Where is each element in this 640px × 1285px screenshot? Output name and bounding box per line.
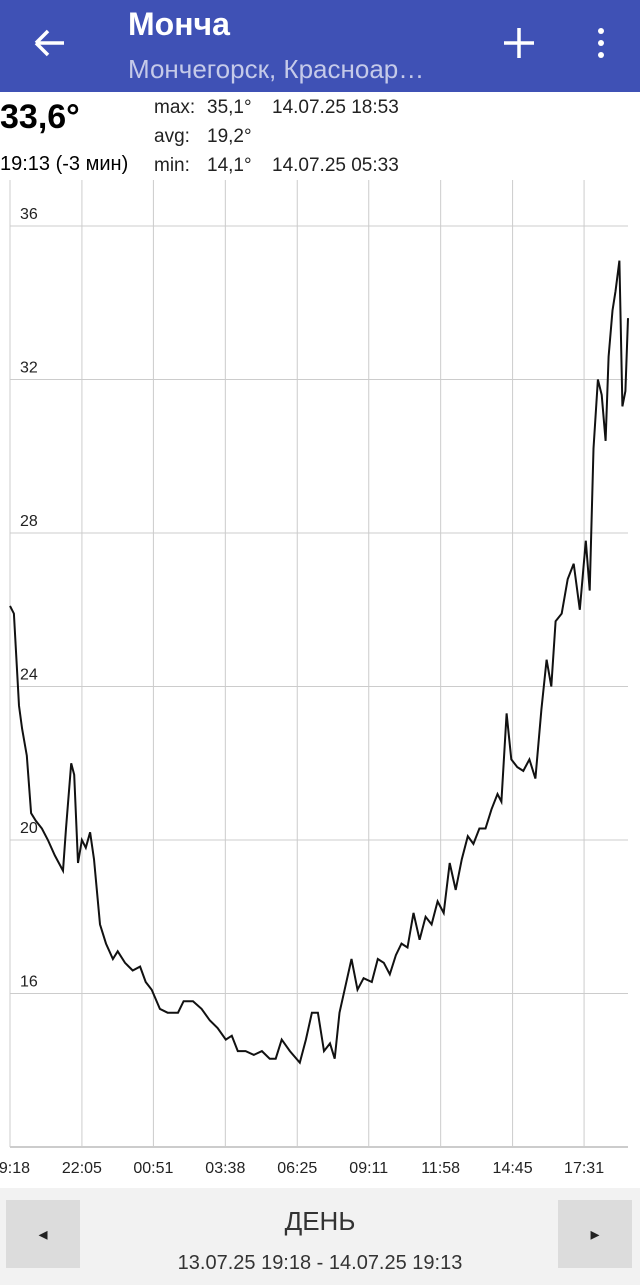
temp-line: [9, 260, 629, 1065]
stat-value: 35,1°: [207, 97, 252, 118]
stat-date: 14.07.25 18:53: [272, 97, 399, 118]
title: Монча: [128, 6, 230, 42]
stat-value: 19,2°: [207, 126, 252, 147]
stat-label: max:: [154, 97, 196, 118]
subtitle: Мончегорск, Красноар…: [128, 54, 425, 84]
y-tick-label: 24: [20, 667, 38, 684]
stat-label: min:: [154, 155, 190, 176]
y-tick-label: 28: [20, 513, 38, 530]
y-tick-label: 16: [20, 974, 38, 991]
next-button[interactable]: ▸: [558, 1200, 632, 1268]
x-tick-label: 14:45: [493, 1160, 533, 1177]
x-tick-label: 19:18: [0, 1160, 30, 1177]
y-tick-label: 36: [20, 206, 38, 223]
stat-value: 14,1°: [207, 155, 252, 176]
x-tick-label: 03:38: [205, 1160, 245, 1177]
x-tick-label: 00:51: [133, 1160, 173, 1177]
footer: [0, 1188, 640, 1285]
back-icon[interactable]: [34, 29, 64, 57]
current-temp: 33,6°: [0, 98, 80, 136]
menu-icon[interactable]: [598, 28, 604, 58]
icons: [34, 28, 604, 58]
prev-button[interactable]: ◂: [6, 1200, 80, 1268]
x-tick-label: 17:31: [564, 1160, 604, 1177]
x-tick-label: 06:25: [277, 1160, 317, 1177]
current-time: 19:13 (-3 мин): [0, 153, 129, 175]
range: 13.07.25 19:18 - 14.07.25 19:13: [177, 1252, 463, 1274]
y-tick-label: 20: [20, 820, 38, 837]
chart: 16 20 24 28 32 36 19:18 22:05 00:51 03:38 06:25 09:…: [0, 180, 629, 1177]
app-bar: Монча Мончегорск, Красноар…: [0, 0, 640, 92]
y-tick-label: 32: [20, 360, 38, 377]
stat-label: avg:: [154, 126, 190, 147]
x-tick-label: 11:58: [421, 1160, 460, 1177]
stat-date: 14.07.25 05:33: [272, 155, 399, 176]
x-tick-label: 22:05: [62, 1160, 102, 1177]
period: ДЕНЬ: [284, 1206, 356, 1236]
x-tick-label: 09:11: [349, 1160, 388, 1177]
add-icon[interactable]: [504, 28, 534, 58]
